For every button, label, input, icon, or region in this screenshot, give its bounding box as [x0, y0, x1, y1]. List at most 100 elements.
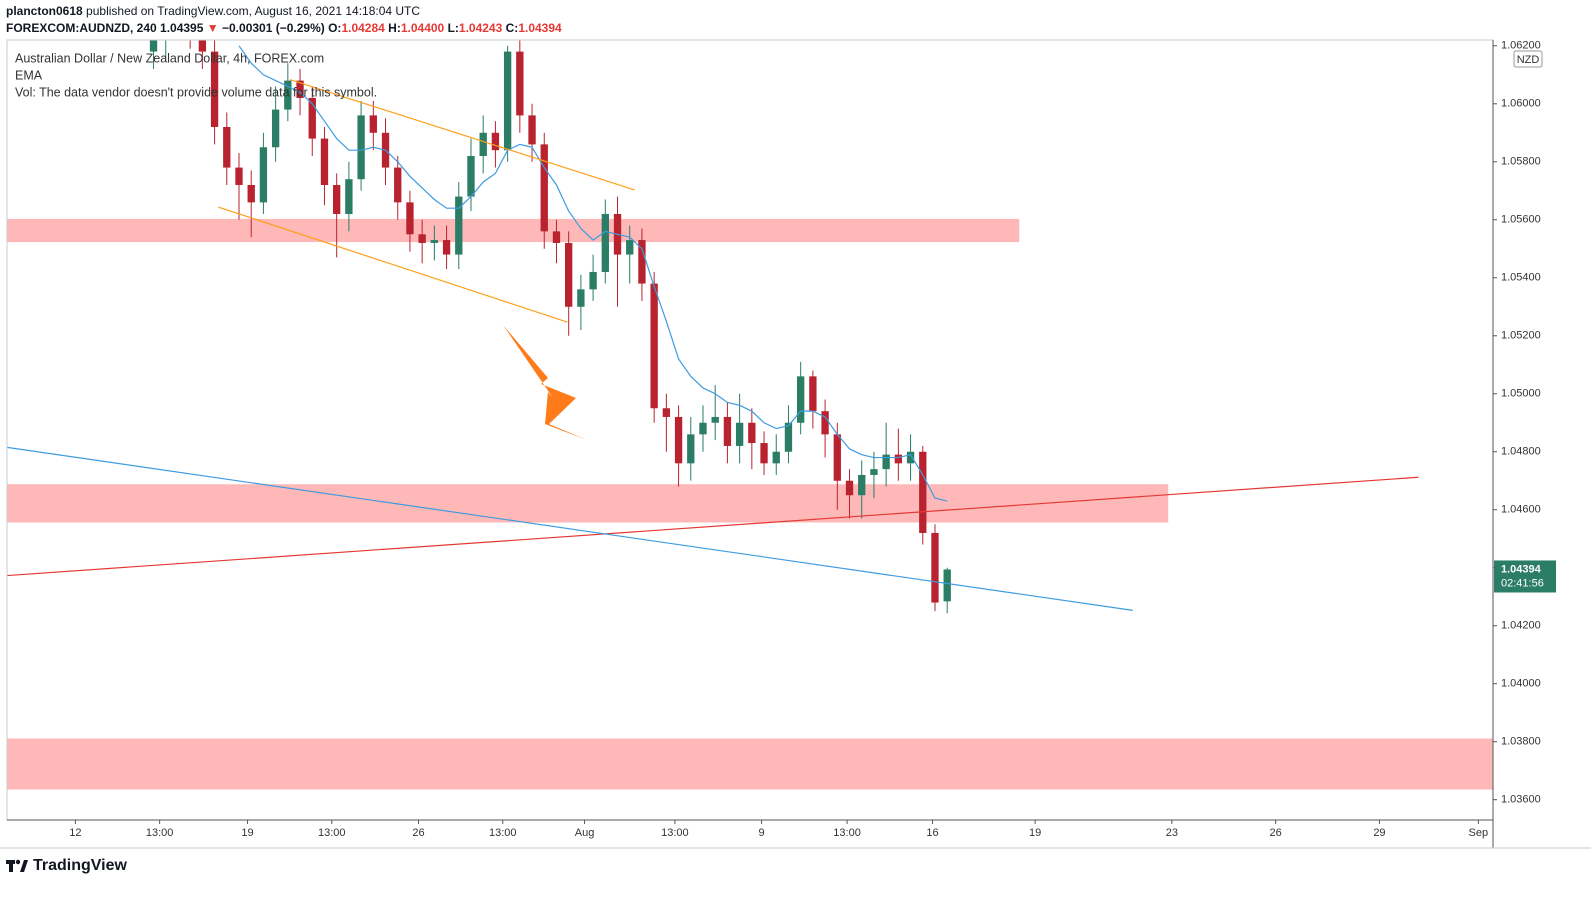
candle-body: [601, 213, 609, 272]
y-tick-label: 1.05200: [1501, 330, 1541, 342]
header-line: plancton0618 published on TradingView.co…: [6, 4, 420, 18]
trend-line: [7, 446, 1133, 611]
x-tick-label: 23: [1166, 827, 1178, 839]
logo: [6, 859, 28, 872]
candle-body: [430, 240, 439, 243]
change: −0.00301 (−0.29%): [222, 21, 325, 35]
candle-body: [919, 451, 927, 533]
candle-body: [357, 115, 365, 180]
legend-vol: Vol: The data vendor doesn't provide vol…: [15, 85, 377, 99]
candle-body: [198, 40, 207, 52]
candle-body: [333, 184, 341, 214]
x-tick-label: 13:00: [146, 827, 174, 839]
candle-body: [626, 240, 634, 255]
candle-body: [455, 196, 463, 255]
candle-body: [870, 469, 878, 475]
y-tick-label: 1.03800: [1501, 736, 1541, 748]
brand: TradingView: [33, 857, 128, 874]
candle-body: [748, 422, 756, 444]
ohlc-label: C:: [506, 21, 519, 35]
x-tick-label: 26: [412, 827, 424, 839]
candle-body: [345, 179, 353, 214]
candle-body: [296, 80, 304, 98]
candle-body: [259, 147, 268, 203]
ohlc-value: 1.04284: [341, 21, 385, 35]
candle-body: [565, 242, 573, 307]
x-tick-label: 12: [69, 827, 81, 839]
zone: [7, 484, 1169, 523]
published: published on TradingView.com, August 16,…: [86, 4, 420, 18]
x-tick-label: 16: [926, 827, 938, 839]
y-tick-label: 1.03600: [1501, 794, 1541, 806]
zone: [7, 218, 1020, 243]
legend-ema: EMA: [15, 68, 43, 82]
candle-body: [308, 97, 316, 139]
ohlc-value: 1.04394: [518, 21, 562, 35]
zone: [7, 738, 1493, 790]
candle-body: [516, 51, 524, 116]
x-tick-label: 13:00: [833, 827, 861, 839]
x-tick-label: 13:00: [489, 827, 517, 839]
y-tick-label: 1.04600: [1501, 504, 1541, 516]
ohlc-label: L:: [448, 21, 459, 35]
ohlc-value: 1.04243: [459, 21, 503, 35]
candle-body: [711, 416, 719, 423]
x-tick-label: 13:00: [318, 827, 346, 839]
y-tick-label: 1.06200: [1501, 40, 1541, 52]
candle-body: [552, 231, 561, 243]
candle-body: [247, 184, 255, 203]
candle-body: [638, 240, 646, 284]
trend-line: [218, 206, 568, 323]
y-tick-label: 1.05000: [1501, 388, 1541, 400]
ema-line: [238, 45, 948, 502]
currency: NZD: [1517, 54, 1540, 66]
candle-body: [821, 411, 829, 435]
candle-body: [442, 240, 451, 255]
countdown: 02:41:56: [1501, 577, 1544, 589]
candle-body: [210, 51, 219, 127]
candle-body: [467, 155, 475, 197]
candle-body: [699, 422, 707, 435]
candle-body: [882, 454, 890, 470]
y-tick-label: 1.06000: [1501, 98, 1541, 110]
candle-body: [931, 532, 939, 603]
arrow: [503, 325, 587, 440]
candle-body: [271, 109, 280, 148]
candle-body: [674, 416, 683, 464]
x-tick-label: 26: [1270, 827, 1282, 839]
candle-body: [235, 167, 243, 185]
candle-body: [369, 115, 377, 133]
candle-body: [284, 80, 292, 110]
last-price: 1.04395: [160, 21, 204, 35]
trend-line: [7, 476, 1419, 577]
candle-body: [503, 51, 512, 151]
y-tick-label: 1.05400: [1501, 272, 1541, 284]
trend-line: [290, 79, 635, 191]
candle-body: [577, 289, 585, 307]
candle-body: [797, 376, 805, 423]
legend-title: Australian Dollar / New Zealand Dollar, …: [15, 51, 324, 65]
candle-body: [833, 434, 841, 481]
symbol: FOREXCOM:AUDNZD, 240: [6, 21, 157, 35]
y-tick-label: 1.05800: [1501, 156, 1541, 168]
candle-body: [845, 480, 854, 496]
candle-body: [149, 40, 158, 52]
y-tick-label: 1.04800: [1501, 446, 1541, 458]
candle-body: [528, 115, 536, 145]
ohlc-label: O:: [328, 21, 341, 35]
candle-body: [894, 454, 903, 464]
y-tick-label: 1.05600: [1501, 214, 1541, 226]
x-tick-label: Sep: [1469, 827, 1489, 839]
candle-body: [650, 283, 658, 409]
candle-body: [491, 132, 500, 151]
candle-body: [943, 569, 951, 602]
candle-body: [394, 167, 402, 203]
x-tick-label: 9: [759, 827, 765, 839]
candle-body: [540, 144, 548, 232]
candle-body: [760, 443, 768, 464]
candle-body: [479, 132, 487, 156]
author: plancton0618: [6, 4, 83, 18]
ohlc-value: 1.04400: [401, 21, 445, 35]
